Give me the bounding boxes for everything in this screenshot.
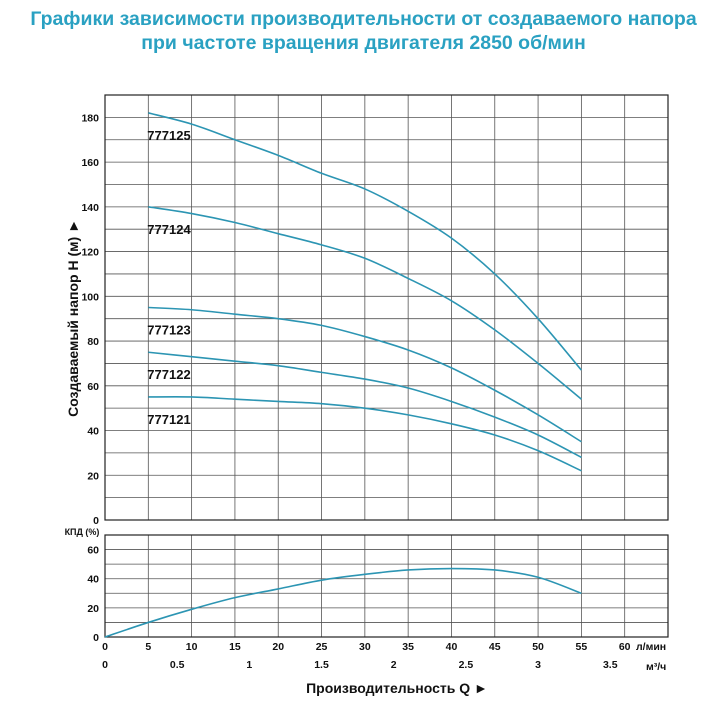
head-y-tick-label: 120 <box>81 247 99 259</box>
head-frame <box>104 94 669 521</box>
head-curve-777121 <box>148 396 582 472</box>
head-curve-777122 <box>148 351 582 459</box>
x-tick-label-lmin: 45 <box>489 641 501 653</box>
x-axis-label: Производительность Q ► <box>306 680 488 696</box>
series-label-777123: 777123 <box>147 323 190 338</box>
efficiency-y-tick-label: 0 <box>93 632 99 644</box>
head-y-tick-label: 140 <box>81 202 99 214</box>
efficiency-frame <box>104 534 669 638</box>
x-tick-label-lmin: 20 <box>272 641 284 653</box>
head-curves <box>148 112 582 472</box>
head-curve-777123 <box>148 306 582 443</box>
x-tick-label-m3h: 3.5 <box>603 659 618 671</box>
x-tick-label-lmin: 50 <box>532 641 544 653</box>
head-chart-grid <box>104 94 669 521</box>
chart-title-line2: при частоте вращения двигателя 2850 об/м… <box>141 32 586 54</box>
efficiency-chart-grid <box>104 534 669 638</box>
x-unit-m3h: м³/ч <box>646 661 666 673</box>
x-tick-label-m3h: 0 <box>102 659 108 671</box>
efficiency-y-tick-label: 40 <box>87 574 99 586</box>
efficiency-y-ticks: 0 20 40 60 <box>87 545 99 644</box>
x-tick-label-lmin: 25 <box>316 641 328 653</box>
head-y-tick-label: 160 <box>81 157 99 169</box>
x-tick-label-m3h: 1 <box>246 659 252 671</box>
x-tick-label-m3h: 3 <box>535 659 541 671</box>
efficiency-y-tick-label: 20 <box>87 603 99 615</box>
series-label-777121: 777121 <box>147 412 190 427</box>
efficiency-y-tick-label: 60 <box>87 545 99 557</box>
x-tick-label-m3h: 1.5 <box>314 659 329 671</box>
x-axis-ticks: 0 5 10 15 20 25 30 35 40 45 50 55 60 0 0.5 1 1.5 2 2.5 3 3.5 <box>102 641 631 671</box>
series-label-777122: 777122 <box>147 367 190 382</box>
x-tick-label-lmin: 5 <box>145 641 151 653</box>
head-y-tick-label: 0 <box>93 515 99 527</box>
x-tick-label-lmin: 15 <box>229 641 241 653</box>
x-tick-label-lmin: 55 <box>576 641 588 653</box>
chart-title-line1: Графики зависимости производительности о… <box>30 8 697 30</box>
x-tick-label-lmin: 35 <box>402 641 414 653</box>
x-tick-label-lmin: 60 <box>619 641 631 653</box>
head-series-labels: 777125 777124 777123 777122 777121 <box>147 128 191 427</box>
series-label-777124: 777124 <box>147 222 191 237</box>
head-y-tick-label: 40 <box>87 426 99 438</box>
series-label-777125: 777125 <box>147 128 190 143</box>
x-tick-label-lmin: 0 <box>102 641 108 653</box>
efficiency-curve <box>104 567 582 638</box>
head-y-tick-label: 20 <box>87 470 99 482</box>
head-y-ticks: 0 20 40 60 80 100 120 140 160 180 <box>81 112 99 527</box>
y-axis-label: Создаваемый напор H (м) ► <box>65 219 81 417</box>
x-tick-label-lmin: 10 <box>186 641 198 653</box>
efficiency-axis-label: КПД (%) <box>65 527 100 537</box>
x-tick-label-m3h: 2 <box>391 659 397 671</box>
efficiency-curve-group <box>104 567 582 638</box>
x-tick-label-m3h: 0.5 <box>170 659 185 671</box>
head-y-tick-label: 100 <box>81 291 99 303</box>
head-curve-777125 <box>148 112 582 371</box>
x-tick-label-m3h: 2.5 <box>459 659 474 671</box>
x-unit-lmin: л/мин <box>636 641 666 653</box>
head-curve-777124 <box>148 206 582 400</box>
head-y-tick-label: 80 <box>87 336 99 348</box>
head-y-tick-label: 180 <box>81 112 99 124</box>
x-tick-label-lmin: 40 <box>446 641 458 653</box>
head-y-tick-label: 60 <box>87 381 99 393</box>
x-tick-label-lmin: 30 <box>359 641 371 653</box>
